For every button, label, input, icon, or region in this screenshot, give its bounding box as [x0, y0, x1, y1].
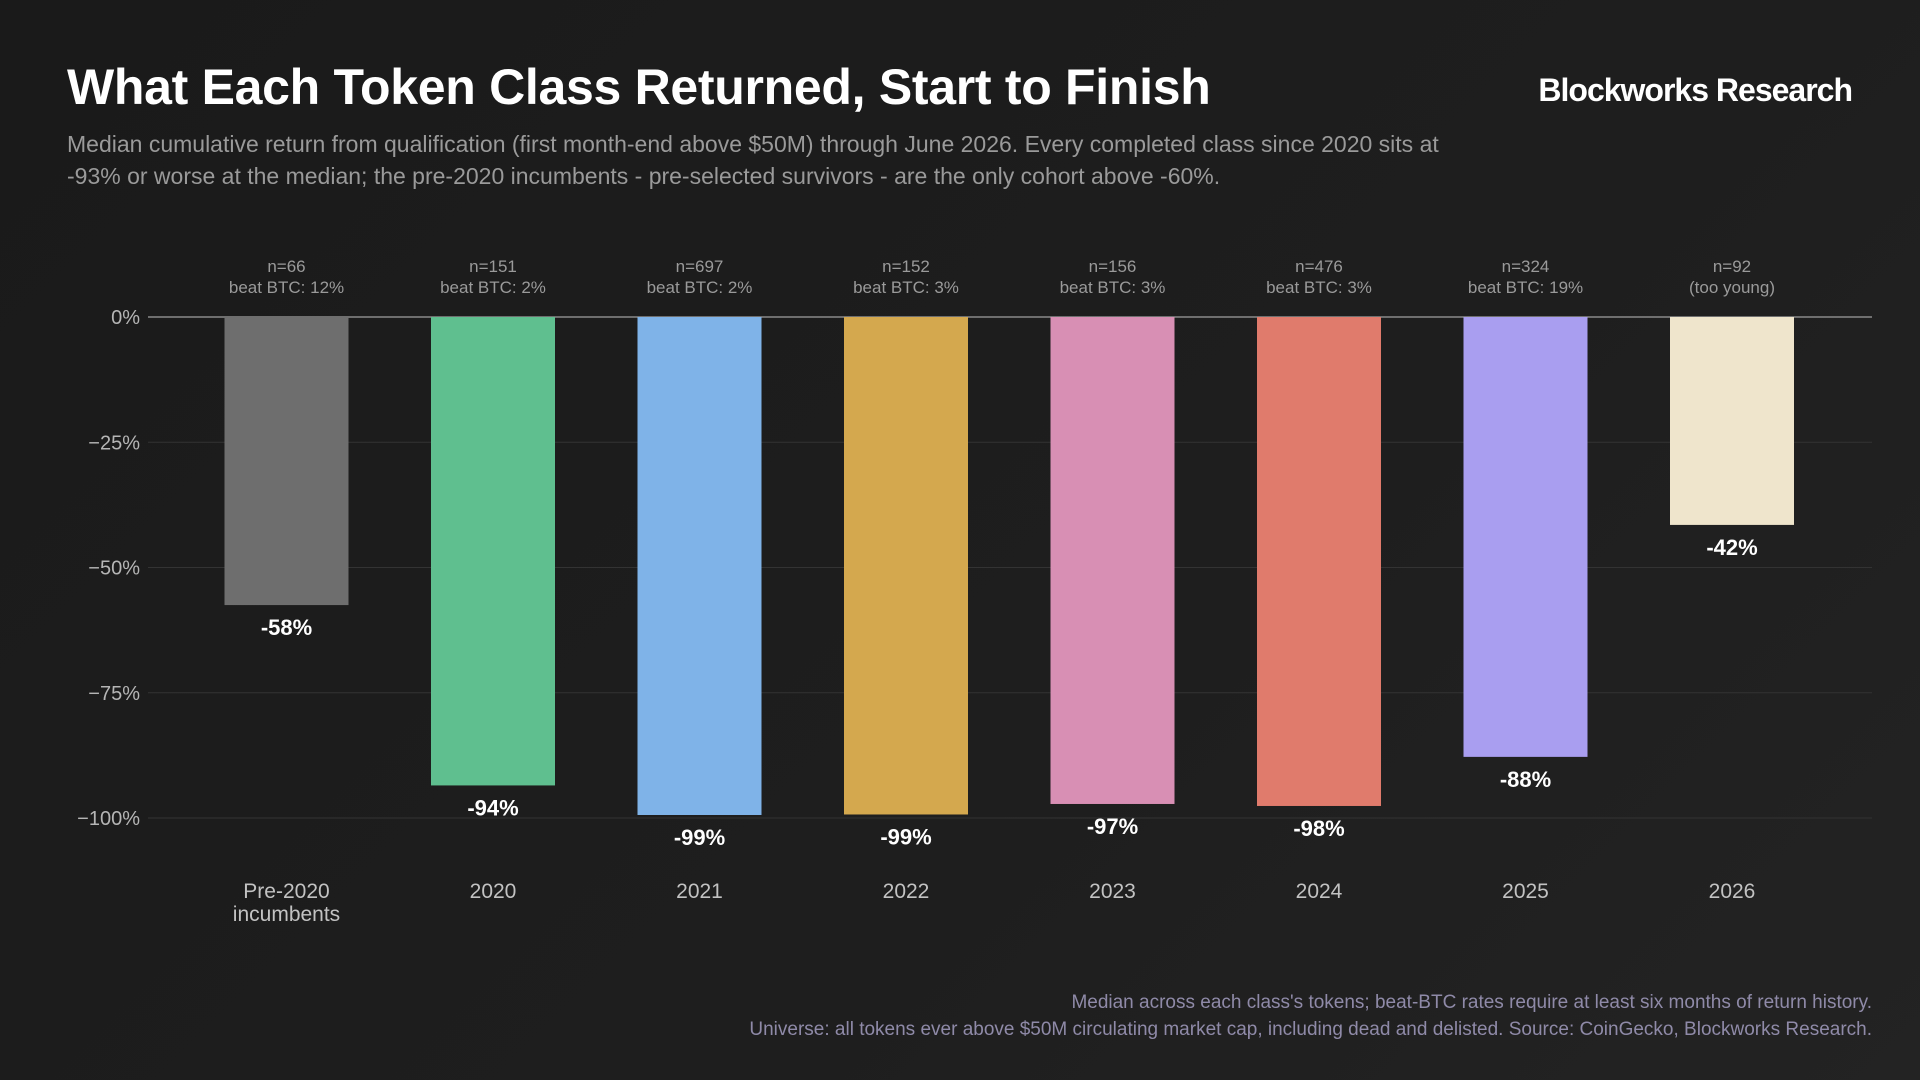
beat-btc-label: beat BTC: 3% — [1266, 278, 1372, 297]
bar — [844, 317, 968, 815]
y-tick-label: −75% — [88, 683, 140, 705]
count-label: n=324 — [1502, 257, 1550, 276]
count-label: n=156 — [1089, 257, 1137, 276]
data-label: -97% — [1087, 814, 1138, 839]
data-label: -99% — [674, 825, 725, 850]
x-tick-label: 2026 — [1709, 880, 1756, 903]
x-tick-label: incumbents — [233, 903, 340, 926]
x-tick-label: 2020 — [470, 880, 517, 903]
count-label: n=151 — [469, 257, 517, 276]
data-label: -98% — [1293, 816, 1344, 841]
bar — [224, 317, 349, 606]
beat-btc-label: beat BTC: 2% — [440, 278, 546, 297]
beat-btc-label: beat BTC: 3% — [853, 278, 959, 297]
count-label: n=476 — [1295, 257, 1343, 276]
beat-btc-label: beat BTC: 12% — [229, 278, 344, 297]
brand-logo: Blockworks Research — [1538, 72, 1853, 108]
bar — [1257, 317, 1381, 806]
page-title: What Each Token Class Returned, Start to… — [67, 59, 1211, 115]
y-tick-label: −100% — [77, 808, 140, 830]
bar — [431, 317, 555, 786]
count-label: n=92 — [1713, 257, 1751, 276]
bar — [1050, 317, 1175, 804]
y-tick-label: −50% — [88, 558, 140, 580]
beat-btc-label: beat BTC: 2% — [647, 278, 753, 297]
bar — [637, 317, 762, 815]
y-tick-label: 0% — [111, 307, 140, 329]
chart-subtitle: Median cumulative return from qualificat… — [67, 131, 1439, 189]
x-tick-label: 2023 — [1089, 880, 1136, 903]
x-tick-label: 2021 — [676, 880, 723, 903]
footnote-source: Universe: all tokens ever above $50M cir… — [749, 1019, 1872, 1040]
data-label: -99% — [880, 824, 931, 849]
x-tick-label: 2024 — [1296, 880, 1343, 903]
data-label: -94% — [467, 795, 518, 820]
x-tick-label: 2022 — [883, 880, 930, 903]
y-tick-label: −25% — [88, 432, 140, 454]
beat-btc-label: (too young) — [1689, 278, 1775, 297]
data-label: -42% — [1706, 535, 1757, 560]
count-label: n=697 — [676, 257, 724, 276]
data-label: -88% — [1500, 767, 1551, 792]
beat-btc-label: beat BTC: 3% — [1060, 278, 1166, 297]
x-tick-label: Pre-2020 — [243, 880, 329, 903]
x-tick-label: 2025 — [1502, 880, 1549, 903]
bar — [1670, 317, 1794, 525]
data-label: -58% — [261, 615, 312, 640]
count-label: n=66 — [267, 257, 305, 276]
count-label: n=152 — [882, 257, 930, 276]
footnote-method: Median across each class's tokens; beat-… — [1071, 992, 1872, 1013]
beat-btc-label: beat BTC: 19% — [1468, 278, 1583, 297]
bar — [1463, 317, 1588, 757]
